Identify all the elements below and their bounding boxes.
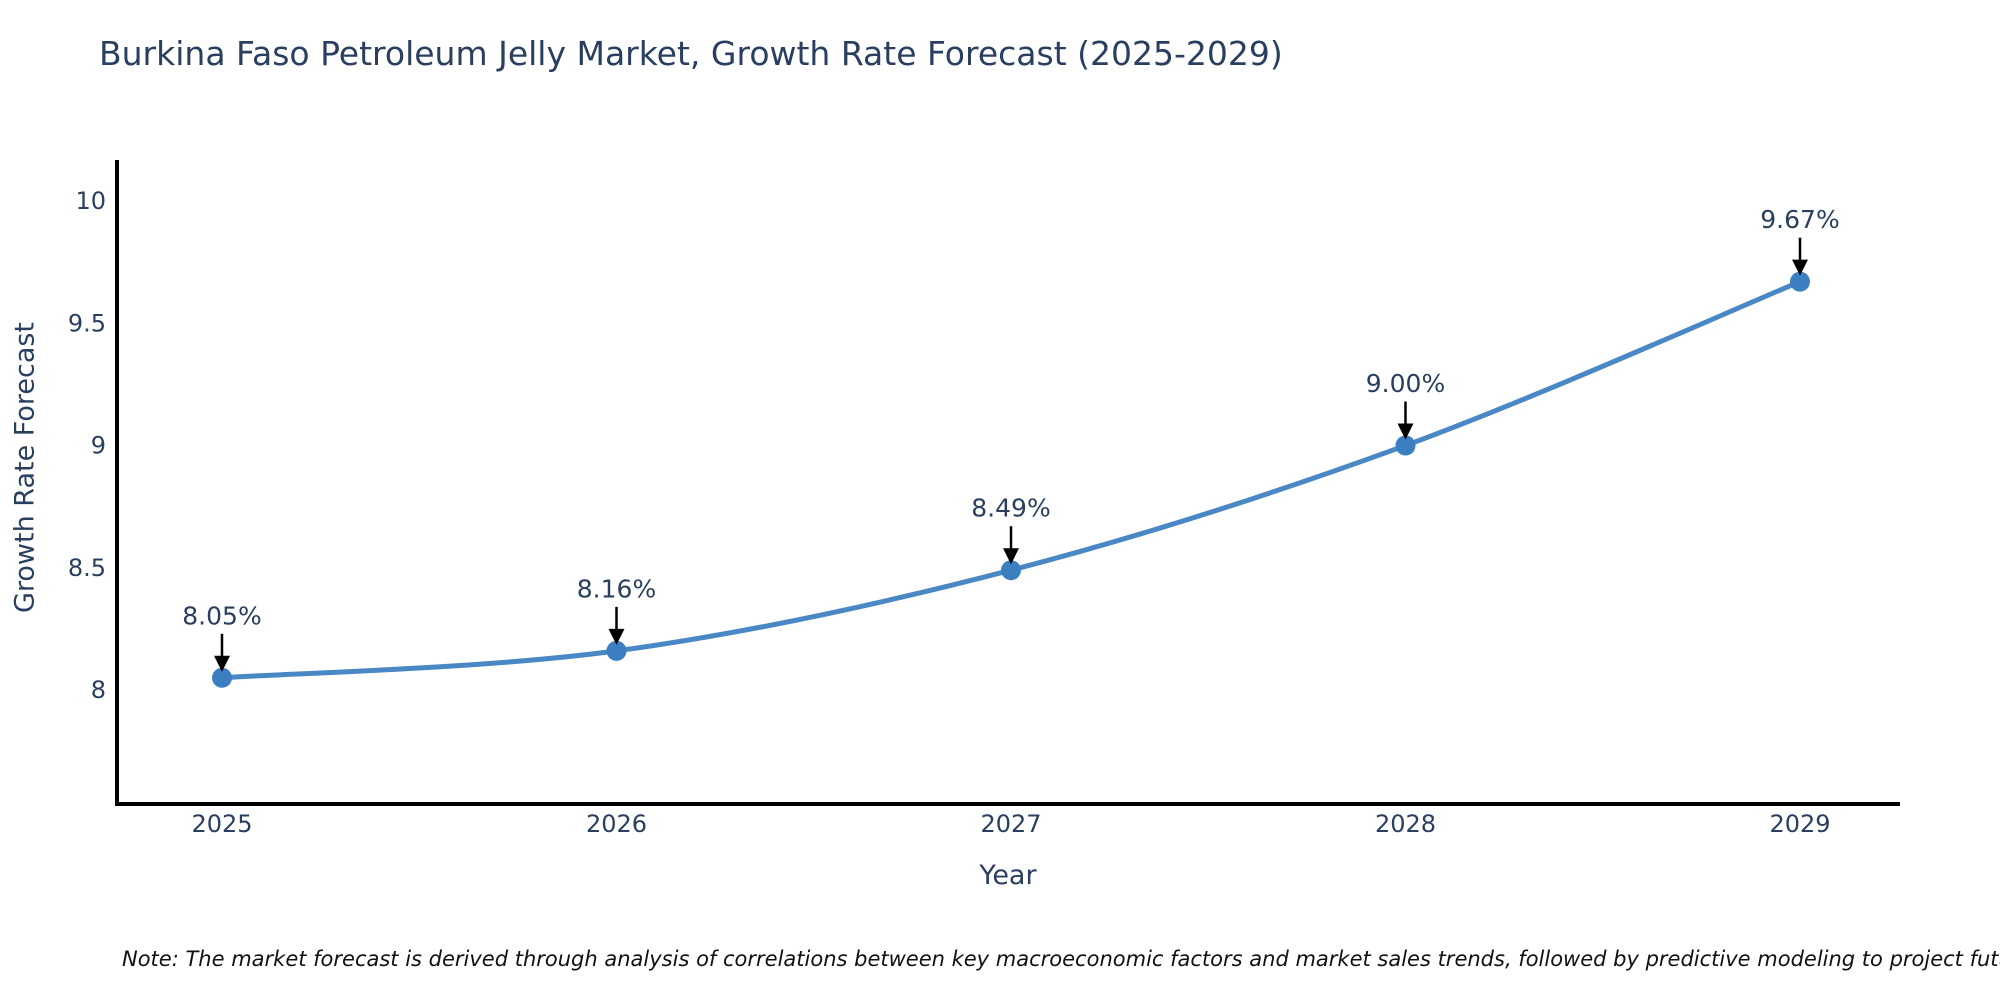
x-tick-label: 2025 xyxy=(191,810,252,838)
annotation-arrowhead-icon xyxy=(1003,548,1019,565)
data-point-2025[interactable] xyxy=(212,667,232,688)
data-point-2029[interactable] xyxy=(1790,271,1810,292)
y-axis-title: Growth Rate Forecast xyxy=(9,321,41,614)
y-tick-label: 9.5 xyxy=(68,309,106,337)
data-point-2026[interactable] xyxy=(606,640,627,661)
y-tick-label: 8 xyxy=(91,676,106,704)
footnote: Note: The market forecast is derived thr… xyxy=(122,947,2000,971)
annotation-arrowhead-icon xyxy=(1397,423,1414,440)
data-point-label: 8.16% xyxy=(577,574,656,603)
y-tick-label: 8.5 xyxy=(68,554,106,582)
data-point-label: 9.00% xyxy=(1366,369,1445,398)
annotation-arrowhead-icon xyxy=(1792,259,1808,276)
x-axis-title: Year xyxy=(979,860,1037,891)
x-tick-label: 2028 xyxy=(1375,810,1436,838)
y-tick-label: 9 xyxy=(91,432,106,460)
data-point-label: 8.49% xyxy=(971,494,1050,523)
data-point-2028[interactable] xyxy=(1395,435,1416,456)
chart-title: Burkina Faso Petroleum Jelly Market, Gro… xyxy=(99,34,1283,73)
data-point-label: 8.05% xyxy=(182,601,261,630)
x-tick-label: 2026 xyxy=(586,810,647,838)
x-tick-label: 2029 xyxy=(1769,810,1830,838)
data-point-2027[interactable] xyxy=(1001,560,1021,581)
data-point-label: 9.67% xyxy=(1760,205,1839,234)
annotation-arrowhead-icon xyxy=(608,628,625,645)
annotation-arrowhead-icon xyxy=(214,655,230,672)
trend-line xyxy=(219,279,1803,681)
y-tick-label: 10 xyxy=(75,187,106,215)
x-tick-label: 2027 xyxy=(980,810,1041,838)
